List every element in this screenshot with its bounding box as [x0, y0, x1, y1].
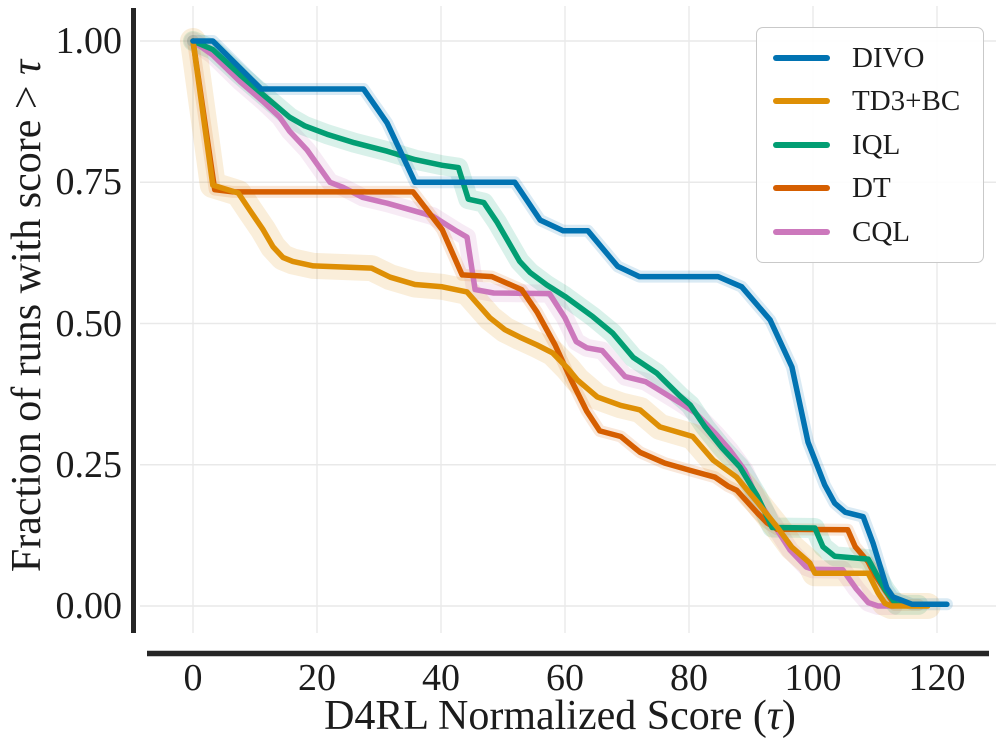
legend-entry-divo: DIVO: [757, 36, 983, 80]
legend-label-td3+bc: TD3+BC: [852, 85, 961, 118]
y-tick-label-0.75: 0.75: [55, 161, 123, 204]
legend-entry-td3+bc: TD3+BC: [757, 80, 983, 124]
legend-line-swatch-dt: [773, 185, 830, 192]
legend-entry-iql: IQL: [757, 123, 983, 167]
y-tick-label-0.00: 0.00: [55, 585, 123, 627]
x-axis-title-tau: τ: [766, 693, 782, 739]
td3+bc-line: [190, 38, 931, 609]
x-axis-title-text: D4RL Normalized Score (: [324, 693, 767, 739]
legend-line-swatch-cql: [773, 228, 830, 235]
divo-line: [190, 38, 950, 608]
legend-line-swatch-divo: [773, 54, 830, 61]
legend-line-swatch-td3+bc: [773, 98, 830, 105]
dt-line: [190, 38, 922, 608]
legend-label-divo: DIVO: [852, 41, 925, 74]
legend: DIVO TD3+BC IQL DT CQL: [756, 27, 984, 263]
y-tick-label-1.00: 1.00: [55, 20, 123, 62]
legend-label-dt: DT: [852, 172, 891, 205]
x-axis-title: D4RL Normalized Score (τ): [160, 692, 960, 740]
x-tick-label-20: 20: [298, 657, 336, 699]
x-tick-label-60: 60: [546, 657, 584, 699]
iql-line: [190, 38, 922, 608]
legend-entry-dt: DT: [757, 167, 983, 211]
x-tick-label-40: 40: [422, 657, 460, 699]
y-axis-title-tau: τ: [4, 59, 50, 75]
legend-label-iql: IQL: [852, 128, 901, 161]
y-tick-label-0.50: 0.50: [55, 302, 123, 345]
y-tick-label-0.25: 0.25: [55, 443, 123, 486]
x-tick-label-120: 120: [908, 657, 966, 699]
x-axis-title-suffix: ): [781, 693, 796, 739]
legend-entry-cql: CQL: [757, 210, 983, 254]
x-tick-label-0: 0: [183, 657, 203, 699]
legend-line-swatch-iql: [773, 141, 830, 148]
x-tick-label-100: 100: [784, 657, 842, 699]
legend-label-cql: CQL: [852, 215, 910, 248]
cql-line: [190, 38, 897, 609]
x-tick-label-80: 80: [670, 657, 708, 699]
